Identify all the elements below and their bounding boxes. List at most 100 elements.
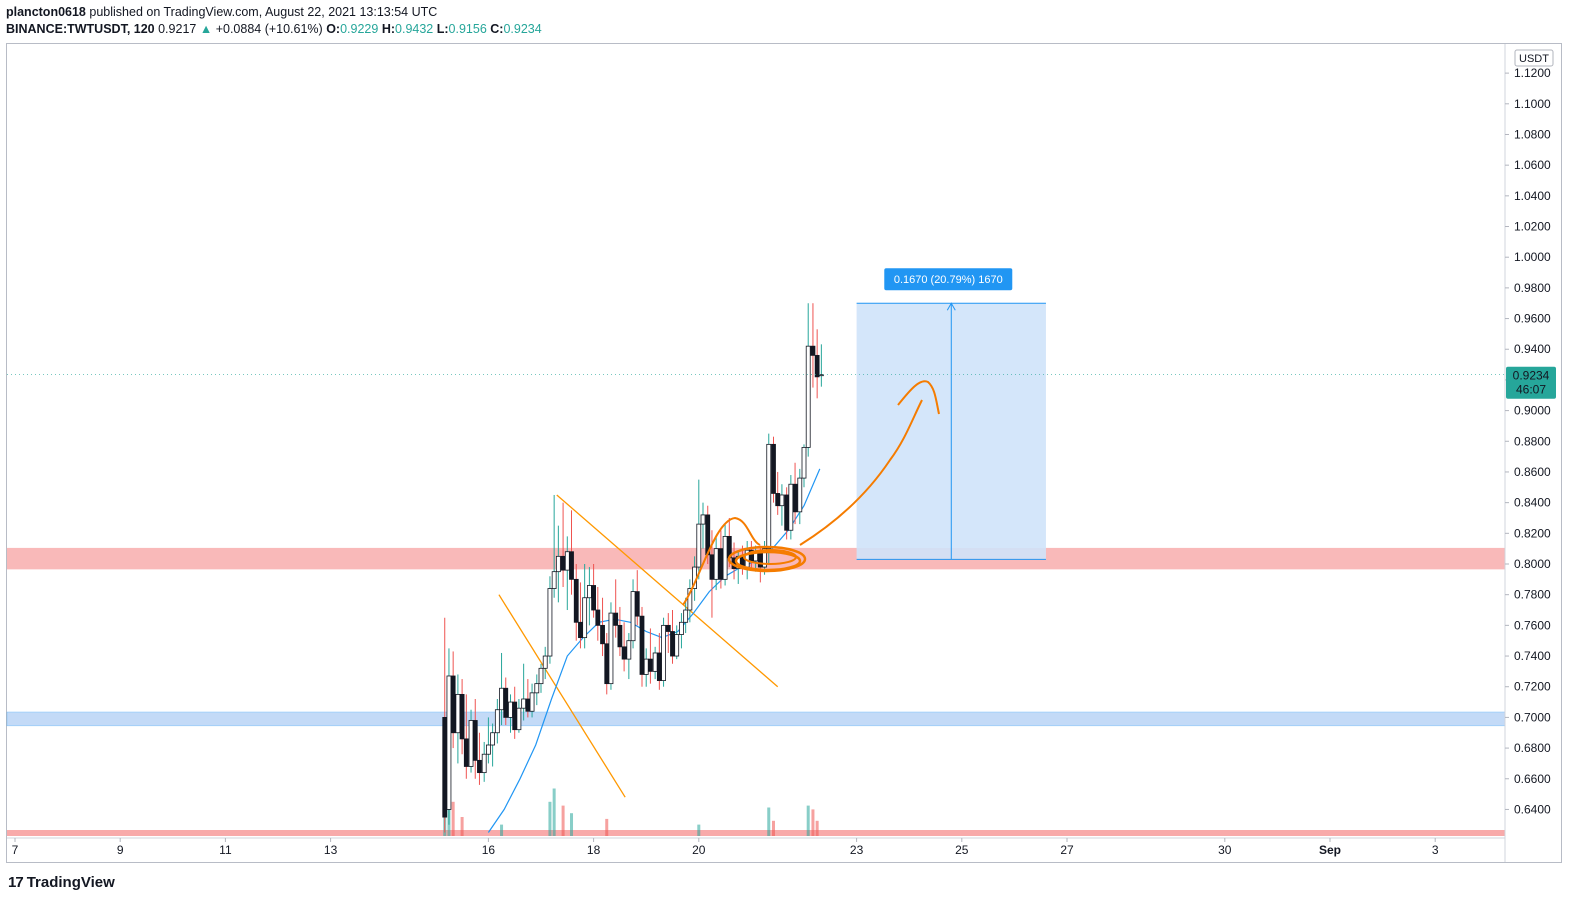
price-tick-label: 0.9600 xyxy=(1514,312,1551,326)
publish-info: plancton0618 published on TradingView.co… xyxy=(6,5,437,19)
published-text: published on TradingView.com, August 22,… xyxy=(89,5,438,19)
price-tick-label: 0.9400 xyxy=(1514,342,1551,356)
support-zone xyxy=(6,711,1506,727)
price-tick-label: 0.9800 xyxy=(1514,281,1551,295)
candle-body xyxy=(713,548,719,580)
annotation-arrow-curve xyxy=(799,399,923,546)
tradingview-logo[interactable]: 17 TradingView xyxy=(8,874,115,891)
candle-body xyxy=(814,354,820,378)
candle-body xyxy=(639,615,645,675)
candle-body xyxy=(485,744,491,755)
last-price-badge: 0.9234 46:07 xyxy=(1506,366,1556,399)
candle-body xyxy=(521,698,527,709)
candle-body xyxy=(608,612,614,685)
trend-lines-layer[interactable] xyxy=(498,494,779,798)
candle-body xyxy=(503,687,509,718)
candle-body xyxy=(643,658,649,675)
candle-body xyxy=(757,551,763,568)
time-axis[interactable]: 7 9 11 13 16 18 20 23 25 27 30 Sep 3 xyxy=(12,838,1439,857)
annotation-circle-2 xyxy=(734,550,802,572)
close-value: 0.9234 xyxy=(503,22,542,36)
candle-body xyxy=(560,555,566,571)
candle-body xyxy=(564,551,570,571)
close-label: C: xyxy=(490,22,504,36)
candle-body xyxy=(771,443,776,494)
currency-label: USDT xyxy=(1519,53,1549,65)
candle-body xyxy=(656,652,662,681)
candle-body xyxy=(792,483,798,513)
candle-body xyxy=(665,624,671,632)
volume-bar xyxy=(500,824,504,836)
last-price-badge-countdown: 46:07 xyxy=(1516,383,1546,397)
price-tick-label: 0.9000 xyxy=(1514,404,1551,418)
candle-body xyxy=(455,693,461,734)
price-tick-label: 1.1200 xyxy=(1514,66,1551,80)
candle-body xyxy=(683,609,689,623)
price-tick-label: 0.7000 xyxy=(1514,710,1551,724)
volume-bar xyxy=(771,820,775,836)
volume-bar xyxy=(548,801,552,836)
time-tick-label: 23 xyxy=(850,843,864,857)
price-tick-label: 0.8000 xyxy=(1514,557,1551,571)
time-tick-label: 9 xyxy=(117,843,124,857)
candle-body xyxy=(762,548,767,568)
candle-body xyxy=(805,345,811,448)
volume-bar xyxy=(451,801,455,836)
candle-body xyxy=(529,692,535,712)
candle-body xyxy=(516,707,522,731)
candle-body xyxy=(450,675,456,734)
candle-body xyxy=(818,374,824,377)
volume-bar xyxy=(460,817,464,836)
candle-body xyxy=(547,588,553,657)
zones-layer xyxy=(6,547,1506,836)
annotation-layer[interactable] xyxy=(682,380,940,606)
open-value: 0.9229 xyxy=(340,22,379,36)
tradingview-logo-icon: 17 xyxy=(8,874,24,891)
high-label: H: xyxy=(381,22,396,36)
candle-body xyxy=(490,732,496,746)
candle-body xyxy=(538,667,544,685)
candle-body xyxy=(499,687,504,711)
candle-body xyxy=(446,675,452,810)
volume-bar xyxy=(767,807,771,836)
time-tick-label: 18 xyxy=(587,843,601,857)
candle-body xyxy=(626,640,632,660)
measure-layer[interactable]: 0.1670 (20.79%) 1670 xyxy=(856,268,1046,560)
volume-bar xyxy=(806,805,810,836)
volume-bar xyxy=(605,818,609,836)
candle-body xyxy=(551,571,557,589)
price-axis[interactable]: 1.1200 1.1000 1.0800 1.0600 1.0400 1.0200 1.00… xyxy=(1505,66,1551,816)
candle-body xyxy=(468,720,474,767)
volume-bar xyxy=(811,809,815,836)
candle-body xyxy=(648,658,653,672)
chart-frame[interactable] xyxy=(6,43,1562,863)
time-tick-label: 7 xyxy=(12,843,19,857)
price-tick-label: 0.8400 xyxy=(1514,496,1551,510)
time-tick-label: 30 xyxy=(1218,843,1232,857)
candle-body xyxy=(512,701,518,731)
candle-body xyxy=(595,609,601,626)
measure-label: 0.1670 (20.79%) 1670 xyxy=(894,274,1003,286)
price-tick-label: 0.7600 xyxy=(1514,618,1551,632)
candle-body xyxy=(700,514,706,525)
price-tick-label: 0.6400 xyxy=(1514,802,1551,816)
time-tick-label: Sep xyxy=(1319,843,1341,857)
open-label: O: xyxy=(326,22,341,36)
price-tick-label: 1.0600 xyxy=(1514,158,1551,172)
candle-body xyxy=(661,624,666,681)
candle-body xyxy=(542,655,548,669)
candle-body xyxy=(722,535,728,580)
price-tick-label: 0.7400 xyxy=(1514,649,1551,663)
candle-body xyxy=(613,612,619,626)
author-name[interactable]: plancton0618 xyxy=(6,5,86,19)
low-label: L: xyxy=(436,22,449,36)
candle-body xyxy=(600,624,605,645)
candle-body xyxy=(555,555,561,573)
candle-body xyxy=(766,443,772,550)
price-tick-label: 0.8200 xyxy=(1514,526,1551,540)
volume-layer xyxy=(443,731,819,836)
price-tick-label: 1.0200 xyxy=(1514,220,1551,234)
last-price: 0.9217 xyxy=(158,22,197,36)
time-tick-label: 20 xyxy=(692,843,706,857)
